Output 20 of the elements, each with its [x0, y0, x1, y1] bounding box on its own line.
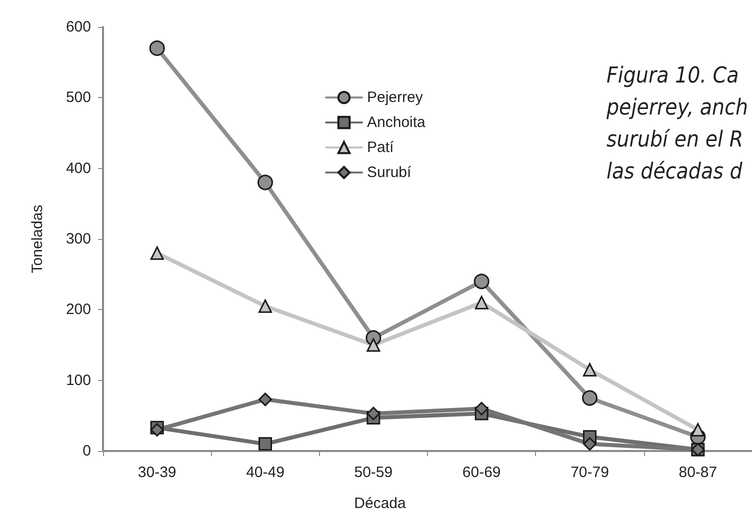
x-tick-label: 40-49	[246, 464, 284, 481]
y-tick-label: 300	[66, 230, 91, 248]
legend-label: Pejerrey	[367, 89, 424, 106]
y-axis-title: Toneladas	[29, 204, 46, 274]
y-tick-label: 400	[66, 160, 91, 177]
y-tick-label: 0	[82, 442, 91, 460]
y-tick-label: 500	[66, 89, 91, 106]
legend-label: Patí	[367, 139, 395, 156]
y-tick-label: 100	[66, 372, 91, 389]
legend-label: Surubí	[367, 164, 412, 181]
x-tick-label: 70-79	[570, 464, 609, 481]
x-tick-label: 60-69	[462, 464, 501, 481]
y-tick-label: 200	[66, 301, 91, 318]
annotation: Figura 10. Ca pejerrey, anch surubí en el R las décadas d	[605, 64, 748, 184]
x-tick-label: 80-87	[678, 464, 718, 481]
x-tick-label: 30-39	[138, 464, 176, 481]
legend-label: Anchoita	[367, 114, 426, 131]
y-tick-label: 600	[66, 18, 91, 36]
x-axis-title: Década	[354, 495, 407, 512]
x-tick-label: 50-59	[354, 464, 393, 481]
